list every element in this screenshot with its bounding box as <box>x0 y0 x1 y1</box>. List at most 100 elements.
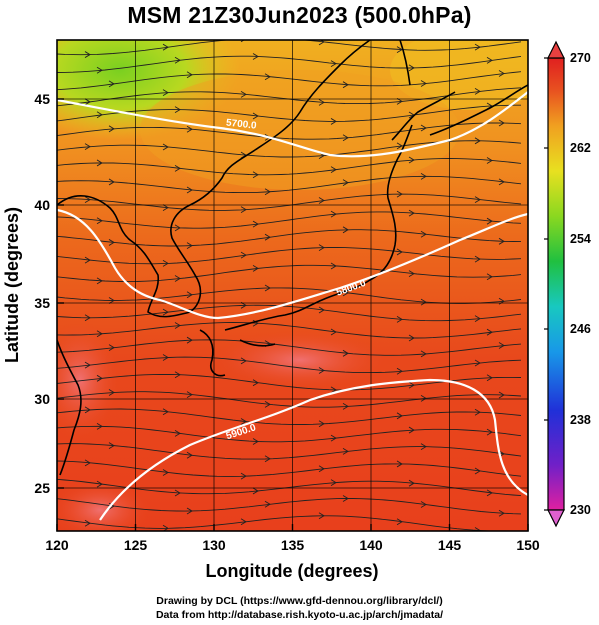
streamline-arrow <box>498 70 505 77</box>
streamline-arrow <box>408 209 415 217</box>
streamline-arrow <box>318 465 325 473</box>
streamline-arrow <box>408 334 415 342</box>
streamline-arrow <box>474 467 481 475</box>
colorbar-tick-246: 246 <box>570 322 591 336</box>
streamline-arrow <box>486 273 493 281</box>
streamline-arrow <box>396 315 403 323</box>
x-tick-150: 150 <box>516 537 540 553</box>
streamline <box>57 391 522 408</box>
streamline-arrow <box>330 118 337 125</box>
streamline-arrow <box>240 418 247 425</box>
streamline-arrow <box>108 344 115 352</box>
streamline-arrow <box>498 119 505 127</box>
streamline-arrow <box>240 472 247 480</box>
streamline-arrow <box>408 64 415 72</box>
streamline <box>57 408 522 425</box>
y-tick-40: 40 <box>34 197 50 213</box>
streamline-arrow <box>252 379 259 387</box>
streamline-arrow <box>96 66 103 74</box>
streamline-arrow <box>318 99 325 106</box>
streamline-arrow <box>252 53 259 60</box>
streamline-arrow <box>96 111 103 119</box>
streamline-arrow <box>498 509 505 517</box>
streamline-arrow <box>252 220 259 228</box>
streamline-arrow <box>474 43 481 51</box>
streamline <box>57 339 522 356</box>
y-tick-30: 30 <box>34 391 50 407</box>
streamline-arrow <box>108 239 115 246</box>
streamline-arrow <box>252 112 259 120</box>
streamline <box>57 443 522 460</box>
streamline-arrow <box>162 89 169 97</box>
streamline-arrow <box>264 73 271 81</box>
streamline-arrow <box>84 143 91 151</box>
height-contours <box>57 91 528 521</box>
streamline <box>57 356 522 374</box>
streamline-arrow <box>240 91 247 98</box>
streamline-arrow <box>474 315 481 323</box>
y-tick-25: 25 <box>34 480 50 496</box>
streamline-arrow <box>318 306 325 314</box>
y-axis <box>57 98 64 489</box>
streamline-arrow <box>474 88 481 95</box>
streamline-arrow <box>174 322 181 329</box>
streamline-arrow <box>486 489 493 497</box>
streamline-arrow <box>408 156 415 164</box>
streamline-arrow <box>84 314 91 322</box>
contour-5900 <box>99 378 528 521</box>
streamline-arrow <box>474 359 481 367</box>
streamline-arrow <box>408 270 415 278</box>
streamline-arrow <box>96 330 103 338</box>
credit-data: Data from http://database.rish.kyoto-u.a… <box>155 609 444 621</box>
streamline-arrow <box>108 442 115 449</box>
streamline-arrow <box>84 519 91 527</box>
colorbar-tick-254: 254 <box>570 232 591 246</box>
streamline-arrow <box>498 237 505 245</box>
streamline <box>57 478 522 497</box>
streamline-arrow <box>108 80 115 88</box>
streamline-arrow <box>96 159 103 167</box>
streamline-arrow <box>318 197 325 204</box>
streamline-arrow <box>264 284 271 292</box>
x-tick-135: 135 <box>281 537 305 553</box>
streamline-arrow <box>342 134 349 142</box>
streamline-arrow <box>420 80 427 87</box>
streamline-arrow <box>162 204 169 212</box>
streamline-arrow <box>408 479 415 487</box>
streamline-arrow <box>396 248 403 256</box>
streamline-arrow <box>108 125 115 133</box>
streamline <box>57 40 522 56</box>
streamline-arrow <box>186 336 193 344</box>
coastlines <box>57 40 528 476</box>
streamline-arrow <box>84 406 91 414</box>
y-tick-45: 45 <box>34 91 50 107</box>
streamline-arrow <box>474 408 481 416</box>
streamline <box>57 247 522 265</box>
streamline-arrow <box>486 374 493 382</box>
contour-5800 <box>57 208 528 320</box>
streamline-arrow <box>174 224 181 232</box>
streamline-arrow <box>162 260 169 267</box>
credits: Drawing by DCL (https://www.gfd-dennou.o… <box>0 594 599 622</box>
streamline-arrow <box>174 106 181 114</box>
colorbar-tick-262: 262 <box>570 141 591 155</box>
map-title: MSM 21Z30Jun2023 (500.0hPa) <box>127 2 472 28</box>
streamline-arrow <box>396 190 403 198</box>
streamline-arrow <box>486 157 493 164</box>
streamline-arrow <box>420 443 427 451</box>
streamline-arrow <box>342 179 349 186</box>
streamline-arrow <box>342 447 349 455</box>
streamline-arrow <box>408 426 415 434</box>
streamline-arrow <box>342 495 349 502</box>
streamline <box>57 498 522 515</box>
streamline-arrow <box>186 507 193 515</box>
y-tick-35: 35 <box>34 295 50 311</box>
streamline-arrow <box>252 487 259 495</box>
streamline-arrow <box>396 142 403 150</box>
streamline-arrow <box>84 256 91 264</box>
streamline <box>57 304 522 322</box>
streamline-arrow <box>174 275 181 282</box>
streamline-arrow <box>318 512 325 520</box>
streamline-arrow <box>162 308 169 316</box>
